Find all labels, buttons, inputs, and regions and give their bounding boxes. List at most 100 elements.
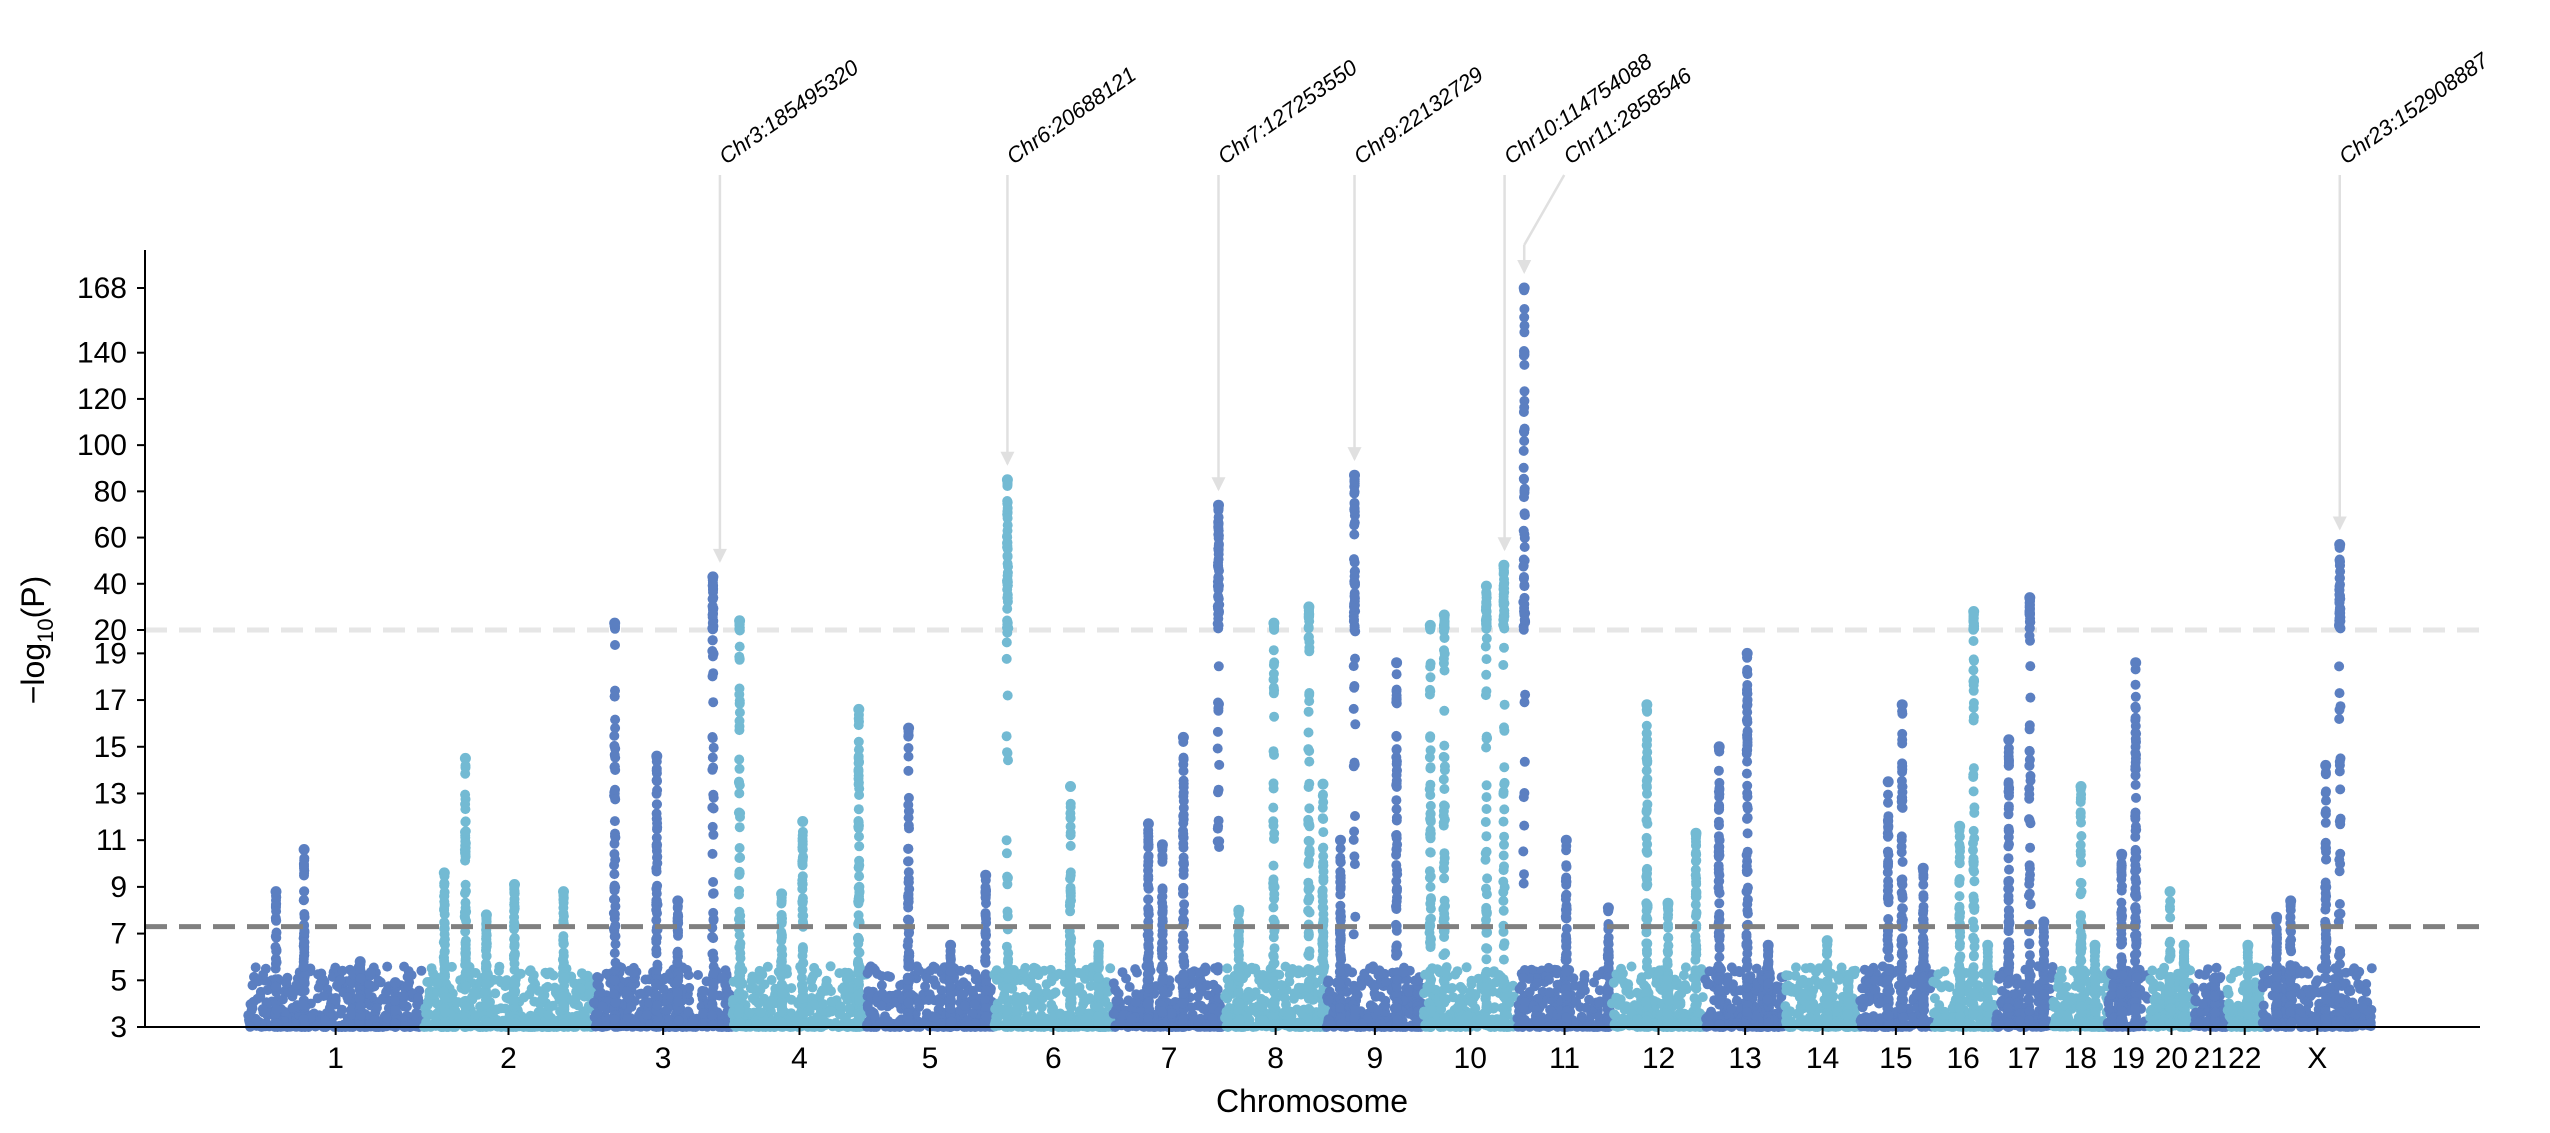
- snp-point: [958, 989, 969, 1000]
- snp-point: [460, 888, 470, 899]
- snp-point: [1268, 976, 1279, 986]
- snp-point: [469, 987, 480, 998]
- snp-point: [1177, 998, 1188, 1009]
- snp-point: [440, 1007, 451, 1018]
- snp-point: [1269, 711, 1280, 722]
- snp-point: [1350, 719, 1361, 730]
- snp-point: [1256, 993, 1267, 1004]
- snp-point: [1350, 911, 1361, 922]
- snp-point: [673, 1015, 684, 1026]
- snp-point: [734, 889, 744, 900]
- snp-point: [959, 1000, 970, 1011]
- snp-point: [734, 978, 745, 989]
- snp-point: [762, 961, 773, 972]
- snp-point: [271, 915, 282, 926]
- snp-point: [432, 978, 443, 989]
- snp-point: [707, 848, 718, 859]
- snp-point: [1157, 975, 1168, 986]
- snp-point: [1391, 669, 1402, 680]
- chromosome-3-points: [589, 571, 738, 1032]
- snp-point: [1002, 537, 1013, 548]
- snp-point: [708, 648, 719, 659]
- snp-point: [318, 974, 329, 985]
- snp-point: [1322, 977, 1333, 988]
- snp-peak-point: [298, 844, 310, 855]
- snp-point: [260, 963, 271, 974]
- snp-point: [439, 909, 450, 920]
- snp-point: [1065, 840, 1076, 851]
- snp-point: [734, 780, 745, 791]
- snp-point: [1024, 995, 1035, 1005]
- snp-point: [1318, 857, 1329, 868]
- snp-point: [885, 971, 895, 982]
- snp-point: [1392, 883, 1402, 894]
- snp-point: [1303, 632, 1314, 642]
- snp-point: [734, 822, 745, 833]
- snp-point: [1093, 972, 1104, 983]
- snp-point: [1349, 682, 1360, 693]
- snp-point: [735, 938, 746, 949]
- snp-point: [460, 826, 471, 837]
- snp-point: [652, 818, 663, 829]
- snp-point: [610, 831, 620, 842]
- snp-point: [1178, 914, 1188, 925]
- snp-point: [1213, 583, 1224, 594]
- snp-point: [1268, 802, 1279, 813]
- snp-peak-point: [1142, 818, 1154, 830]
- snp-point: [1391, 815, 1402, 826]
- snp-point: [854, 871, 865, 882]
- snp-point: [1335, 877, 1346, 887]
- snp-point: [439, 899, 450, 910]
- snp-point: [461, 947, 471, 958]
- snp-point: [853, 862, 864, 873]
- snp-point: [1065, 802, 1076, 812]
- snp-point: [1372, 1005, 1383, 1016]
- snp-point: [1269, 943, 1280, 954]
- snp-point: [755, 1007, 766, 1018]
- snp-point: [797, 942, 808, 953]
- snp-point: [1066, 955, 1077, 966]
- snp-point: [708, 877, 719, 887]
- snp-point: [490, 988, 501, 999]
- snp-peak-point: [853, 703, 865, 715]
- snp-point: [777, 1005, 787, 1016]
- snp-point: [355, 973, 366, 984]
- snp-point: [708, 803, 719, 814]
- snp-point: [1001, 653, 1012, 664]
- snp-point: [610, 957, 621, 968]
- snp-point: [1043, 989, 1053, 1000]
- snp-point: [1156, 1006, 1167, 1017]
- snp-point: [579, 1009, 590, 1020]
- snp-point: [945, 981, 956, 992]
- snp-point: [734, 843, 745, 853]
- snp-point: [811, 1012, 822, 1023]
- snp-point: [1258, 1015, 1269, 1025]
- snp-point: [797, 983, 808, 994]
- snp-peak-point: [1335, 834, 1346, 846]
- snp-point: [903, 997, 914, 1008]
- snp-point: [797, 965, 807, 976]
- snp-point: [1222, 993, 1233, 1004]
- snp-point: [558, 931, 569, 942]
- snp-point: [1268, 860, 1279, 871]
- snp-point: [1348, 929, 1359, 940]
- snp-point: [1213, 661, 1224, 672]
- snp-point: [735, 953, 746, 964]
- snp-point: [1064, 1020, 1075, 1031]
- snp-point: [1002, 603, 1013, 614]
- snp-point: [1143, 962, 1154, 973]
- snp-point: [946, 1016, 957, 1027]
- snp-point: [797, 835, 808, 846]
- snp-point: [640, 974, 651, 985]
- snp-point: [935, 997, 945, 1008]
- snp-point: [1303, 964, 1313, 974]
- snp-point: [1102, 986, 1113, 997]
- snp-point: [693, 970, 703, 980]
- snp-point: [257, 1004, 268, 1015]
- snp-point: [609, 948, 620, 959]
- snp-point: [1268, 660, 1279, 670]
- snp-point: [734, 707, 745, 718]
- snp-point: [608, 923, 619, 934]
- snp-point: [1375, 991, 1386, 1002]
- snp-point: [854, 947, 865, 958]
